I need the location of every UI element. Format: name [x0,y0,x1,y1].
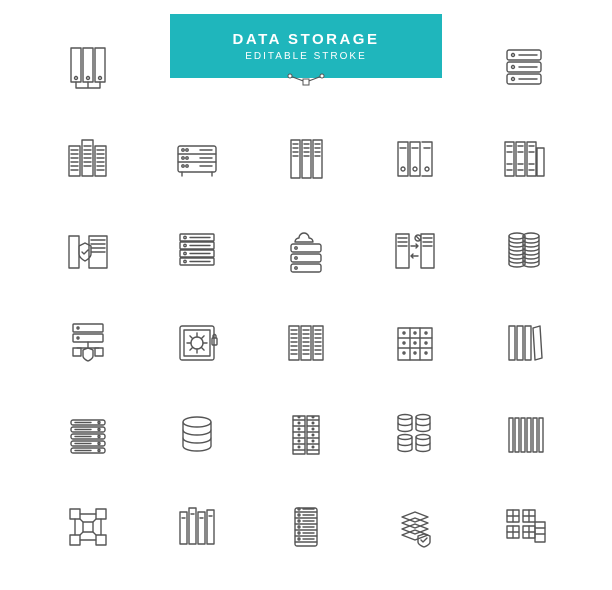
server-cloud-icon [281,226,331,276]
banner-subtitle: EDITABLE STROKE [245,51,367,62]
server-towers-icon [63,134,113,184]
stacked-drives-icon [63,410,113,460]
rack-4u-icon [172,226,222,276]
triple-server-icon [281,318,331,368]
binders-icon [63,42,113,92]
server-sync-icon [390,226,440,276]
rack-horizontal-icon [172,134,222,184]
server-shield-icon [63,226,113,276]
disk-stacks-icon [499,226,549,276]
server-tall-rack-icon [281,502,331,552]
title-banner: DATA STORAGE EDITABLE STROKE [170,14,442,78]
books-shelf-icon [499,318,549,368]
banner-title: DATA STORAGE [233,31,380,48]
datacenter-building-icon [390,318,440,368]
cube-modules-icon [499,502,549,552]
banner-decor-icon [286,72,326,86]
layers-shield-icon [390,502,440,552]
server-network-shield-icon [63,318,113,368]
archive-binders-icon [499,134,549,184]
server-rack-3u-icon [499,42,549,92]
vault-lock-icon [172,318,222,368]
vertical-slats-icon [499,410,549,460]
database-cylinder-icon [172,410,222,460]
tall-servers-icon [281,134,331,184]
barrels-icon [390,410,440,460]
cabinet-drawers-icon [281,410,331,460]
open-binders-icon [390,134,440,184]
blockchain-nodes-icon [63,502,113,552]
library-books-icon [172,502,222,552]
